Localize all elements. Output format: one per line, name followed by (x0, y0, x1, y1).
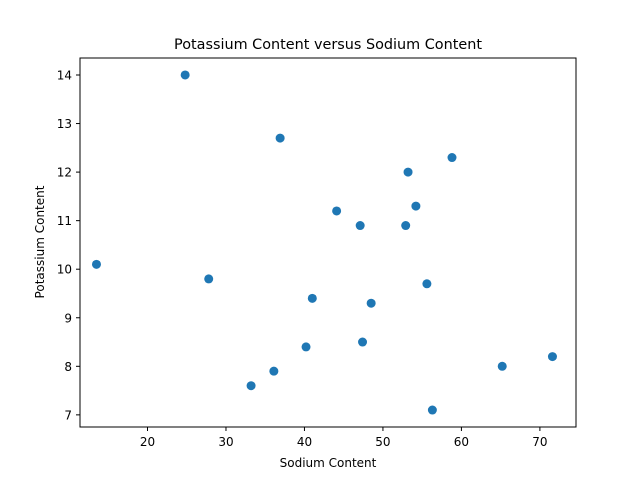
x-tick-label: 20 (140, 435, 155, 449)
x-tick-label: 30 (218, 435, 233, 449)
points-layer (91, 70, 557, 415)
data-point-6 (332, 206, 342, 216)
y-tick-label: 14 (57, 68, 72, 82)
y-tick-label: 8 (64, 360, 72, 374)
y-axis-label: Potassium Content (33, 185, 47, 298)
data-point-17 (497, 361, 507, 371)
data-point-1 (180, 70, 190, 80)
y-tick-label: 13 (57, 117, 72, 131)
chart-title: Potassium Content versus Sodium Content (174, 37, 482, 53)
data-point-10 (204, 274, 214, 284)
data-point-20 (427, 405, 437, 415)
y-tick-label: 9 (64, 311, 72, 325)
x-tick-label: 70 (532, 435, 547, 449)
data-point-2 (275, 133, 285, 143)
data-point-3 (447, 153, 457, 163)
x-axis: 20 30 40 50 60 70 (140, 427, 548, 449)
x-tick-label: 50 (375, 435, 390, 449)
data-point-9 (91, 259, 101, 269)
data-point-12 (307, 293, 317, 303)
data-point-19 (246, 381, 256, 391)
y-axis: 7 8 9 10 11 12 13 14 (57, 68, 80, 422)
x-axis-label: Sodium Content (280, 456, 377, 470)
data-point-14 (358, 337, 368, 347)
x-tick-label: 40 (297, 435, 312, 449)
data-point-11 (422, 279, 432, 289)
plot-area-frame (79, 57, 577, 428)
data-point-16 (547, 352, 557, 362)
y-tick-label: 10 (57, 263, 72, 277)
data-point-8 (401, 221, 411, 231)
data-point-5 (411, 201, 421, 211)
y-tick-label: 7 (64, 408, 72, 422)
data-point-15 (301, 342, 311, 352)
y-tick-label: 12 (57, 166, 72, 180)
y-tick-label: 11 (57, 214, 72, 228)
data-point-13 (366, 298, 376, 308)
data-point-18 (269, 366, 279, 376)
data-point-7 (355, 221, 365, 231)
x-tick-label: 60 (454, 435, 469, 449)
data-point-4 (403, 167, 413, 177)
